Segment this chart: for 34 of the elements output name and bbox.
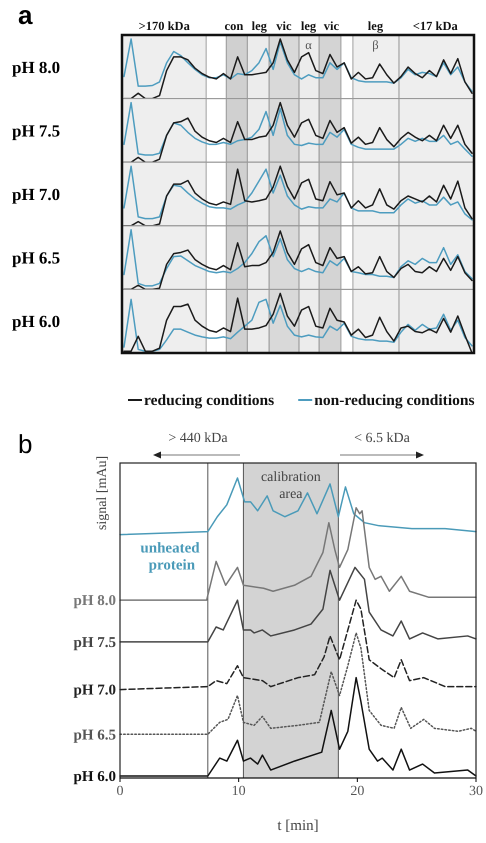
text: <17 kDa <box>412 19 459 33</box>
series-label: pH 8.0 <box>73 593 116 610</box>
series-label: pH 7.0 <box>73 682 116 699</box>
text: >170 kDa <box>138 19 191 33</box>
text: leg <box>252 19 268 33</box>
text: a <box>18 0 33 30</box>
y-axis-title: pH 7.0 <box>12 185 60 204</box>
text: leg <box>300 19 317 33</box>
annotation: β <box>372 38 379 52</box>
text: vic <box>324 19 340 33</box>
legend-label: reducing conditions <box>144 392 274 409</box>
y-axis-title: pH 6.0 <box>12 312 60 332</box>
text: > 440 kDa <box>168 431 228 446</box>
legend-label: non-reducing conditions <box>314 392 475 409</box>
y-axis-title: pH 8.0 <box>12 58 60 77</box>
text: con <box>224 19 244 33</box>
text: vic <box>276 19 292 33</box>
x-tick-label: 10 <box>232 784 246 799</box>
series-label: pH 7.5 <box>73 634 116 651</box>
annotation: α <box>305 38 312 52</box>
band-label: calibration area <box>260 470 321 502</box>
y-axis-title: pH 6.5 <box>12 248 60 268</box>
x-tick-label: 30 <box>469 784 483 799</box>
x-tick-label: 20 <box>350 784 364 799</box>
text: leg <box>368 19 384 33</box>
series-label: unheated protein <box>140 540 200 574</box>
x-tick-label: 0 <box>116 784 124 799</box>
series-label: pH 6.5 <box>73 727 116 744</box>
x-axis-title: t [min] <box>277 818 319 834</box>
text: < 6.5 kDa <box>354 431 411 446</box>
y-axis-title: pH 7.5 <box>12 121 60 140</box>
text: b <box>18 429 32 459</box>
y-axis-title: signal [mAu] <box>95 456 110 530</box>
series-label: pH 6.0 <box>73 769 116 785</box>
